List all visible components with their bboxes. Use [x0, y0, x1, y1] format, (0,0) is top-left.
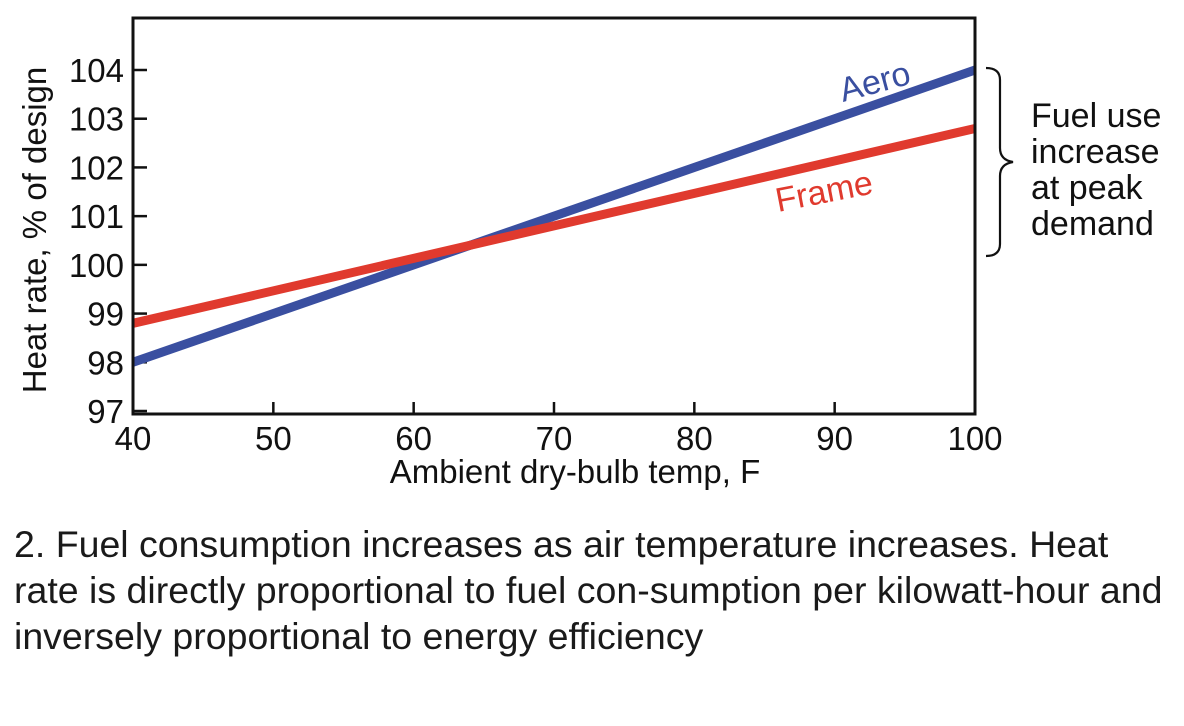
y-tick-label: 104 [69, 52, 124, 89]
y-tick-label: 102 [69, 149, 124, 186]
tick-labels: 40 50 60 70 80 90 100 97 98 99 100 101 102 103 104 [69, 52, 1003, 457]
x-tick-label: 70 [536, 420, 573, 457]
annotation-brace [985, 66, 1014, 258]
annotation-line-4: demand [1031, 205, 1154, 243]
y-tick-label: 103 [69, 101, 124, 138]
figure-caption: 2. Fuel consumption increases as air tem… [14, 523, 1163, 657]
annotation-line-3: at peak [1031, 169, 1144, 207]
x-tick-label: 60 [395, 420, 432, 457]
x-tick-label: 50 [255, 420, 292, 457]
y-tick-label: 100 [69, 247, 124, 284]
chart: 40 50 60 70 80 90 100 97 98 99 100 101 102 103 104 Aer… [16, 16, 1161, 490]
series-line-frame [131, 124, 977, 328]
x-tick-label: 40 [115, 420, 152, 457]
x-tick-label: 90 [816, 420, 853, 457]
annotation-line-1: Fuel use [1031, 97, 1161, 135]
series-label-aero: Aero [835, 54, 914, 109]
plot-frame [131, 16, 977, 416]
y-tick-label: 98 [87, 344, 124, 381]
x-tick-label: 100 [947, 420, 1002, 457]
x-tick-label: 80 [676, 420, 713, 457]
x-axis-title: Ambient dry-bulb temp, F [390, 453, 760, 490]
y-tick-label: 97 [87, 393, 124, 430]
y-axis-title: Heat rate, % of design [16, 67, 53, 394]
y-tick-label: 99 [87, 296, 124, 333]
series-line-aero [131, 65, 977, 367]
annotation-line-2: increase [1031, 133, 1160, 171]
y-tick-label: 101 [69, 198, 124, 235]
series-lines [131, 65, 977, 367]
tick-marks [131, 68, 977, 414]
